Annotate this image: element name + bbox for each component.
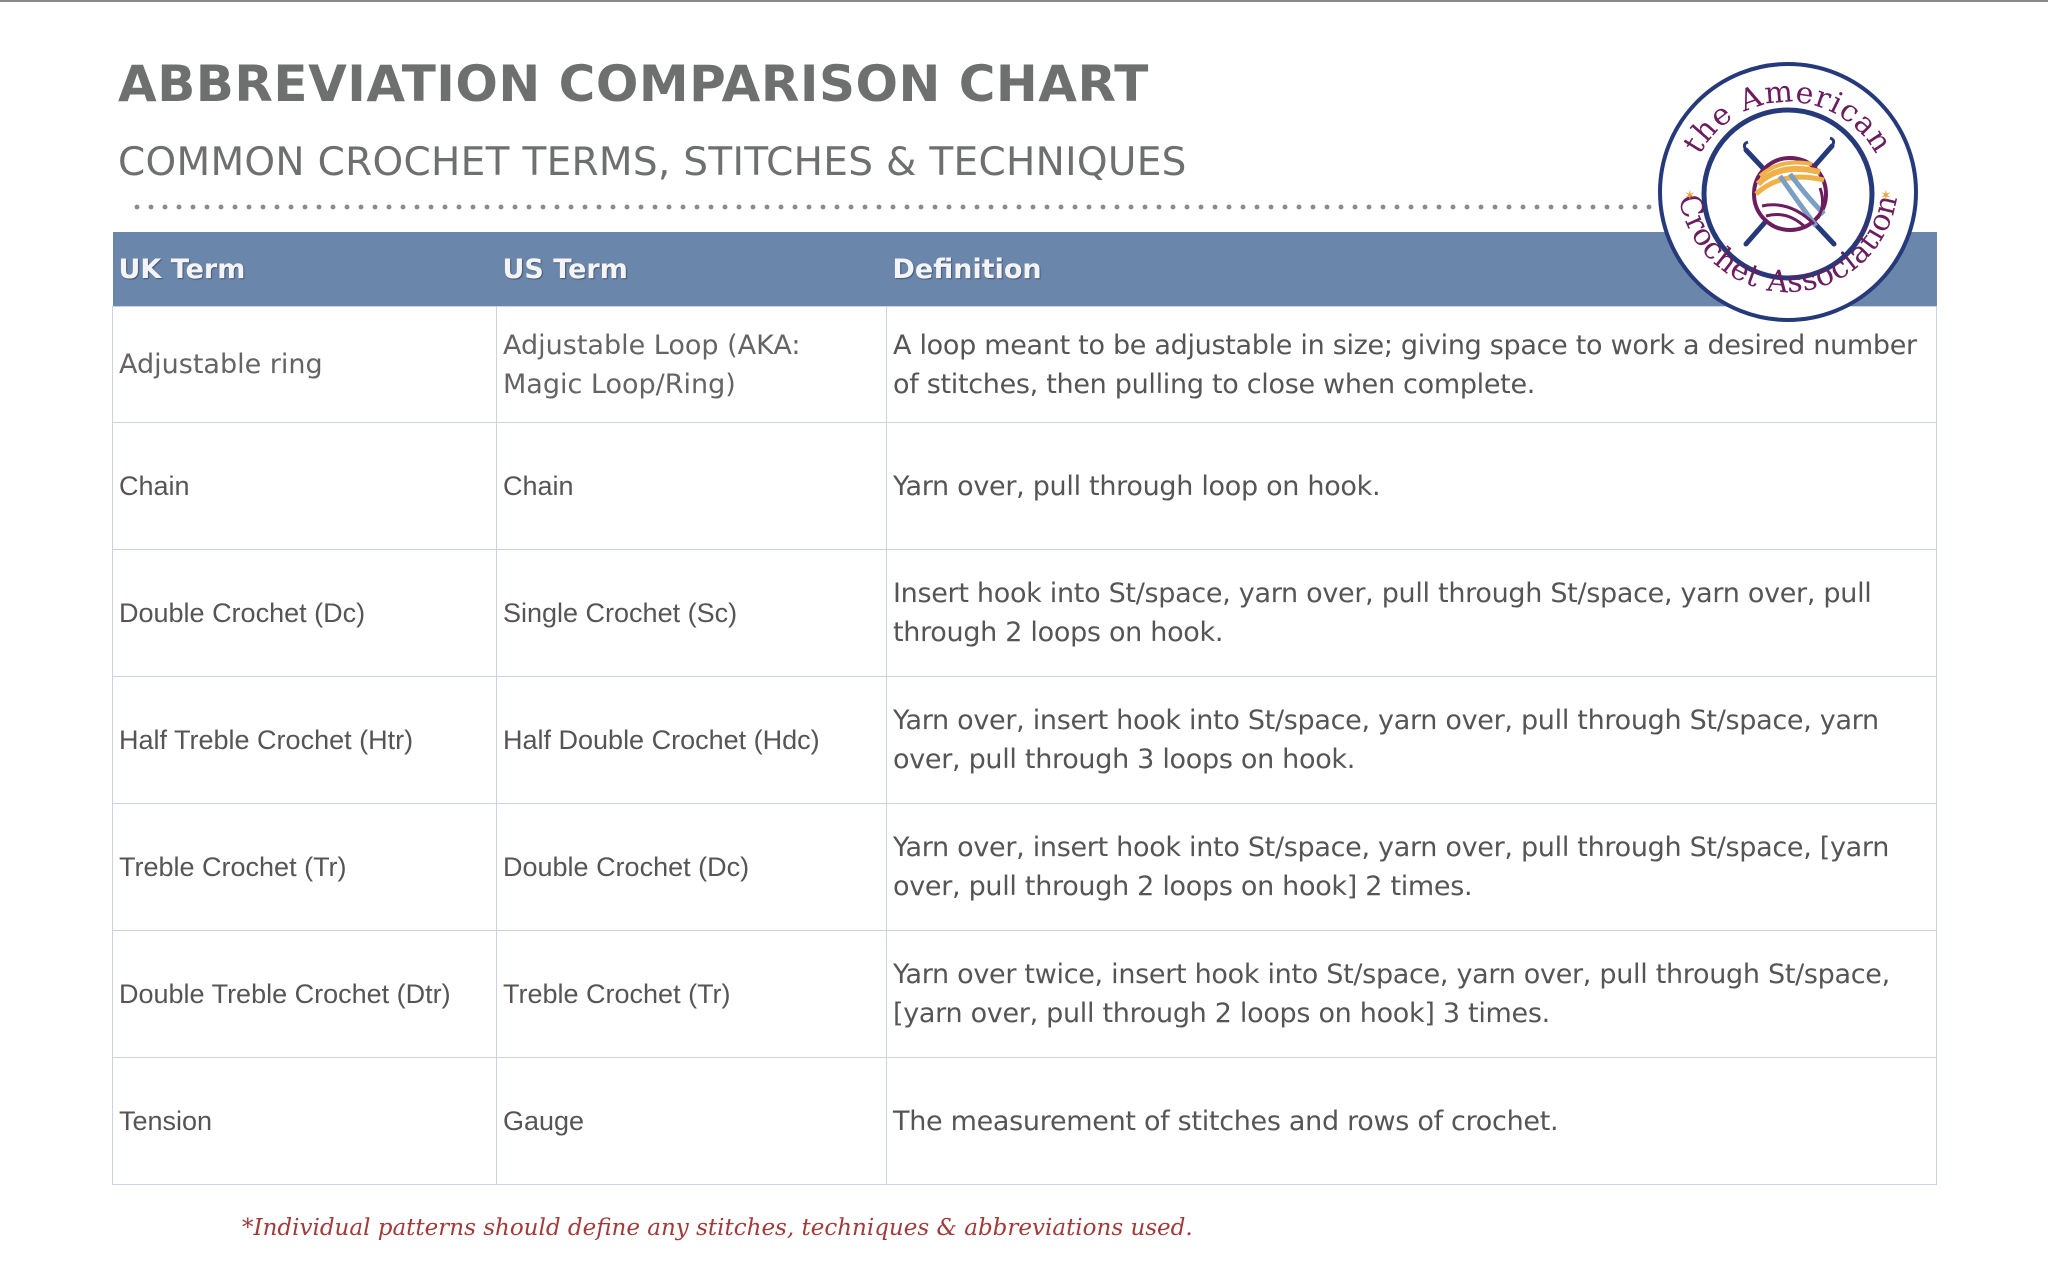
definition-cell: Yarn over, insert hook into St/space, ya… <box>886 676 1937 804</box>
definition-cell: Yarn over, pull through loop on hook. <box>886 422 1937 550</box>
table-row: Tension Gauge The measurement of stitche… <box>112 1057 1937 1185</box>
star-icon: ✶ <box>1880 187 1892 203</box>
uk-term-cell: Chain <box>112 422 497 550</box>
top-border <box>0 0 2048 2</box>
us-term-cell: Half Double Crochet (Hdc) <box>496 676 887 804</box>
table-row: Double Treble Crochet (Dtr) Treble Croch… <box>112 930 1937 1058</box>
us-term-cell: Single Crochet (Sc) <box>496 549 887 677</box>
star-icon: ✶ <box>1684 187 1696 203</box>
page-title: ABBREVIATION COMPARISON CHART <box>118 55 1149 113</box>
uk-term-cell: Half Treble Crochet (Htr) <box>112 676 497 804</box>
uk-term-cell: Tension <box>112 1057 497 1185</box>
us-term-cell: Gauge <box>496 1057 887 1185</box>
table-row: Chain Chain Yarn over, pull through loop… <box>112 422 1937 550</box>
definition-cell: Yarn over, insert hook into St/space, ya… <box>886 803 1937 931</box>
uk-term-cell: Adjustable ring <box>112 306 497 423</box>
table-row: Adjustable ring Adjustable Loop (AKA: Ma… <box>112 306 1937 423</box>
uk-term-cell: Double Treble Crochet (Dtr) <box>112 930 497 1058</box>
definition-cell: Insert hook into St/space, yarn over, pu… <box>886 549 1937 677</box>
yarn-ball-icon <box>1752 156 1828 232</box>
definition-cell: Yarn over twice, insert hook into St/spa… <box>886 930 1937 1058</box>
american-crochet-association-logo: the American Crochet Association ✶ ✶ <box>1658 62 1918 322</box>
definition-cell: A loop meant to be adjustable in size; g… <box>886 306 1937 423</box>
definition-cell: The measurement of stitches and rows of … <box>886 1057 1937 1185</box>
uk-term-cell: Double Crochet (Dc) <box>112 549 497 677</box>
column-header-uk-term: UK Term <box>112 232 497 307</box>
table-row: Double Crochet (Dc) Single Crochet (Sc) … <box>112 549 1937 677</box>
column-header-us-term: US Term <box>496 232 887 307</box>
us-term-cell: Adjustable Loop (AKA: Magic Loop/Ring) <box>496 306 887 423</box>
page-subtitle: COMMON CROCHET TERMS, STITCHES & TECHNIQ… <box>118 140 1187 185</box>
table-row: Half Treble Crochet (Htr) Half Double Cr… <box>112 676 1937 804</box>
table-row: Treble Crochet (Tr) Double Crochet (Dc) … <box>112 803 1937 931</box>
us-term-cell: Chain <box>496 422 887 550</box>
us-term-cell: Double Crochet (Dc) <box>496 803 887 931</box>
abbreviation-table: UK Term US Term Definition Adjustable ri… <box>112 232 1937 1185</box>
us-term-cell: Treble Crochet (Tr) <box>496 930 887 1058</box>
uk-term-cell: Treble Crochet (Tr) <box>112 803 497 931</box>
dotted-divider <box>130 204 1652 210</box>
footnote: *Individual patterns should define any s… <box>242 1215 1193 1241</box>
